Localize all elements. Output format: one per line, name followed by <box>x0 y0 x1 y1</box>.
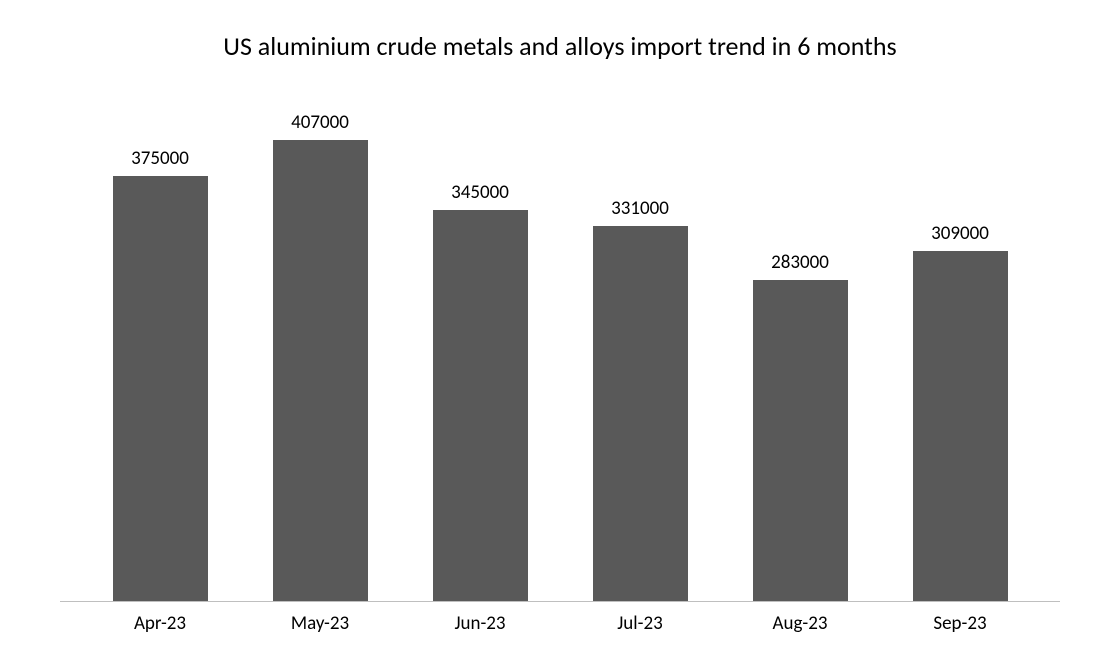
x-tick-label: May-23 <box>240 612 400 635</box>
bar-group: 331000 <box>560 92 720 601</box>
x-axis: Apr-23 May-23 Jun-23 Jul-23 Aug-23 Sep-2… <box>60 602 1060 635</box>
bar-value-label: 331000 <box>611 197 669 220</box>
chart-container: US aluminium crude metals and alloys imp… <box>40 20 1080 652</box>
bars-wrapper: 375000 407000 345000 331000 283000 30900… <box>60 92 1060 601</box>
x-tick-label: Aug-23 <box>720 612 880 635</box>
bar-value-label: 283000 <box>771 251 829 274</box>
x-tick-label: Jul-23 <box>560 612 720 635</box>
bar <box>593 226 688 601</box>
x-tick-label: Sep-23 <box>880 612 1040 635</box>
bar-value-label: 345000 <box>451 181 509 204</box>
x-tick-label: Jun-23 <box>400 612 560 635</box>
bar <box>753 280 848 601</box>
bar <box>913 251 1008 601</box>
bar <box>113 176 208 601</box>
bar-value-label: 407000 <box>291 111 349 134</box>
bar-group: 375000 <box>80 92 240 601</box>
bar-value-label: 375000 <box>131 147 189 170</box>
bar-group: 407000 <box>240 92 400 601</box>
plot-area: 375000 407000 345000 331000 283000 30900… <box>60 92 1060 602</box>
bar-group: 345000 <box>400 92 560 601</box>
bar-value-label: 309000 <box>931 222 989 245</box>
bar <box>433 210 528 601</box>
bar <box>273 140 368 601</box>
x-tick-label: Apr-23 <box>80 612 240 635</box>
bar-group: 283000 <box>720 92 880 601</box>
chart-title: US aluminium crude metals and alloys imp… <box>40 20 1080 62</box>
bar-group: 309000 <box>880 92 1040 601</box>
